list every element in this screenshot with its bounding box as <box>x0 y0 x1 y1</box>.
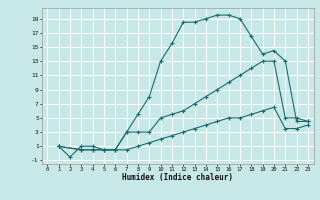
X-axis label: Humidex (Indice chaleur): Humidex (Indice chaleur) <box>122 173 233 182</box>
